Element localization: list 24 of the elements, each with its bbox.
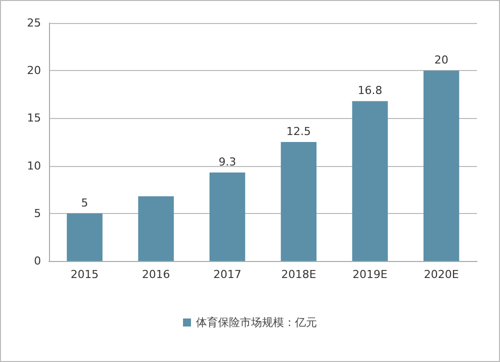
- data-label: 12.5: [286, 125, 311, 138]
- y-tick-label: 10: [27, 159, 41, 172]
- bar: [138, 196, 174, 261]
- x-tick-label: 2015: [70, 268, 99, 281]
- x-tick-label: 2019E: [352, 268, 388, 281]
- data-label: 5: [81, 196, 88, 210]
- y-tick-label: 0: [34, 254, 41, 268]
- y-tick-label: 20: [27, 64, 41, 78]
- bar: [280, 142, 316, 261]
- data-label: 20: [434, 54, 448, 67]
- legend-label: 体育保险市场规模：亿元: [196, 316, 317, 329]
- y-tick-label: 15: [27, 112, 41, 125]
- y-tick-label: 25: [27, 16, 41, 30]
- x-tick-label: 2020E: [424, 268, 459, 281]
- data-label: 16.8: [358, 84, 382, 98]
- x-tick-label: 2016: [142, 268, 170, 281]
- bar: [352, 101, 388, 261]
- y-tick-label: 5: [34, 206, 41, 220]
- data-label: 9.3: [218, 155, 236, 168]
- bar: [424, 70, 460, 261]
- bar: [66, 213, 102, 261]
- bar: [210, 172, 246, 261]
- x-tick-label: 2018E: [281, 268, 316, 281]
- x-tick-label: 2017: [213, 268, 242, 281]
